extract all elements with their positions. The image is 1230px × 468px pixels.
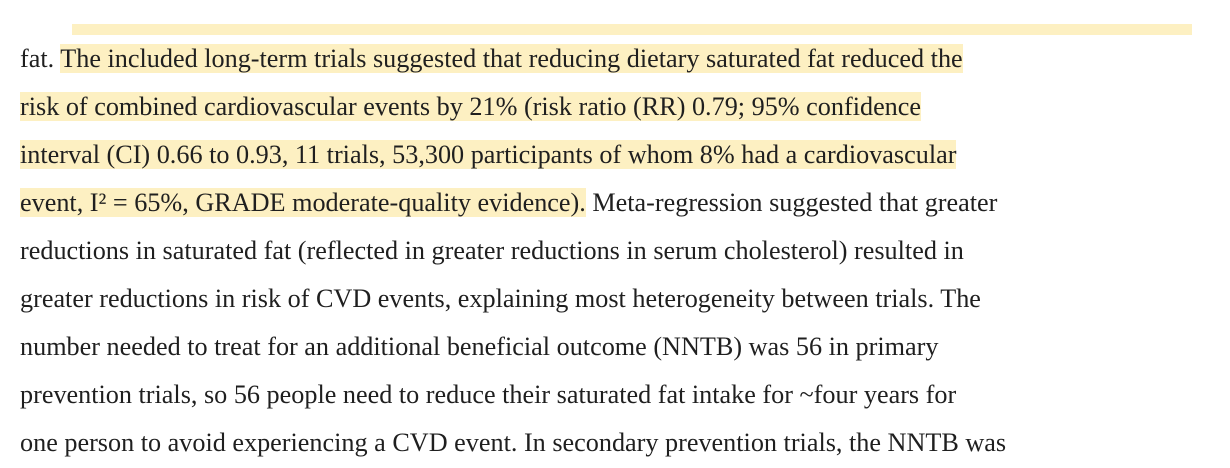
paragraph-line-8: prevention trials, so 56 people need to … — [20, 371, 956, 419]
paragraph-line-6: greater reductions in risk of CVD events… — [20, 275, 981, 323]
highlighted-text[interactable]: risk of combined cardiovascular events b… — [20, 92, 922, 121]
paragraph-line-2: risk of combined cardiovascular events b… — [20, 83, 922, 131]
highlighted-text[interactable]: interval (CI) 0.66 to 0.93, 11 trials, 5… — [20, 140, 957, 169]
line-text: fat. — [20, 44, 61, 73]
line-text: greater reductions in risk of CVD events… — [20, 284, 981, 313]
line-text: one person to avoid experiencing a CVD e… — [20, 428, 1007, 457]
line-text: number needed to treat for an additional… — [20, 332, 939, 361]
paragraph-line-7: number needed to treat for an additional… — [20, 323, 938, 371]
paragraph-line-5: reductions in saturated fat (reflected i… — [20, 227, 964, 275]
highlighted-text[interactable]: The included long-term trials suggested … — [60, 44, 963, 73]
highlighted-text[interactable]: event, I² = 65%, GRADE moderate-quality … — [20, 188, 586, 217]
line-text: Meta-regression suggested that greater — [585, 188, 998, 217]
line-text: prevention trials, so 56 people need to … — [20, 380, 957, 409]
line-text: reductions in saturated fat (reflected i… — [20, 236, 964, 265]
paragraph-line-9: one person to avoid experiencing a CVD e… — [20, 419, 1006, 467]
paragraph-line-3: interval (CI) 0.66 to 0.93, 11 trials, 5… — [20, 131, 957, 179]
highlight-band-partial-line — [72, 24, 1192, 35]
paragraph-line-1: fat. The included long-term trials sugge… — [20, 35, 963, 83]
paragraph-line-4: event, I² = 65%, GRADE moderate-quality … — [20, 179, 997, 227]
